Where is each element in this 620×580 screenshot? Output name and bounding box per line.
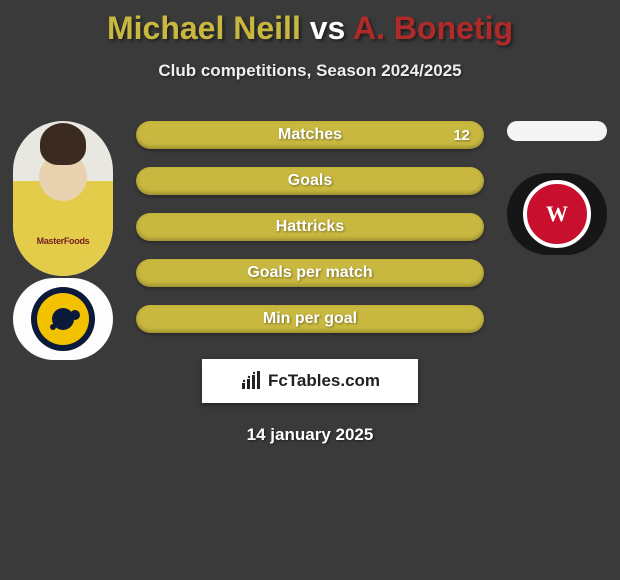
player-a-jersey: MasterFoods [13,181,113,276]
vs-separator: vs [310,10,346,46]
stat-row-mpg: Min per goal [136,305,484,333]
stat-row-matches: Matches 12 [136,121,484,149]
source-text: FcTables.com [268,371,380,391]
club-b-initials: W [546,201,568,227]
wanderers-badge-icon: W [523,180,591,248]
source-badge[interactable]: FcTables.com [202,359,418,403]
stat-label: Matches [136,121,484,149]
player-a-club-logo [13,278,113,360]
player-b-name: A. Bonetig [353,10,513,46]
stat-row-gpm: Goals per match [136,259,484,287]
stat-label: Goals per match [136,259,484,287]
stat-value-a: 12 [453,121,470,149]
stat-row-goals: Goals [136,167,484,195]
player-b-photo [507,121,607,141]
player-b-column: W [502,121,612,255]
main-content: MasterFoods W Matches 12 Goals Hattricks [0,121,620,445]
player-a-column: MasterFoods [8,121,118,360]
stat-row-hattricks: Hattricks [136,213,484,241]
chart-icon [240,371,264,391]
mariners-badge-icon [31,287,95,351]
stat-label: Hattricks [136,213,484,241]
stat-label: Min per goal [136,305,484,333]
snapshot-date: 14 january 2025 [0,425,620,445]
stat-label: Goals [136,167,484,195]
subtitle: Club competitions, Season 2024/2025 [0,61,620,81]
jersey-sponsor: MasterFoods [37,236,90,246]
stats-bars: Matches 12 Goals Hattricks Goals per mat… [136,121,484,333]
player-a-name: Michael Neill [107,10,301,46]
comparison-title: Michael Neill vs A. Bonetig [0,0,620,47]
player-b-club-logo: W [507,173,607,255]
player-a-photo: MasterFoods [13,121,113,276]
